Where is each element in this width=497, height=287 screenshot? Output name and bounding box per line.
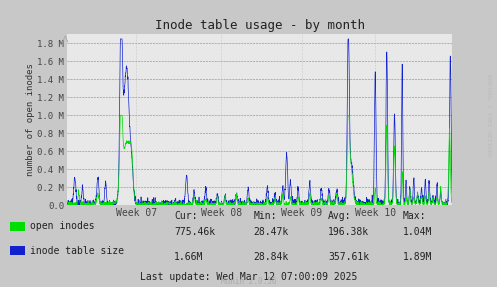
Text: 196.38k: 196.38k (328, 227, 369, 237)
Text: 1.66M: 1.66M (174, 252, 203, 262)
Text: Last update: Wed Mar 12 07:00:09 2025: Last update: Wed Mar 12 07:00:09 2025 (140, 272, 357, 282)
Text: inode table size: inode table size (30, 246, 124, 256)
Text: Min:: Min: (253, 211, 277, 221)
Text: open inodes: open inodes (30, 221, 94, 231)
Text: Avg:: Avg: (328, 211, 351, 221)
Y-axis label: number of open inodes: number of open inodes (26, 63, 35, 176)
Text: 28.84k: 28.84k (253, 252, 289, 262)
Bar (10, 246, 25, 255)
Text: Max:: Max: (403, 211, 426, 221)
Text: Cur:: Cur: (174, 211, 197, 221)
Text: 28.47k: 28.47k (253, 227, 289, 237)
Text: Munin 2.0.56: Munin 2.0.56 (221, 277, 276, 286)
Bar (10, 222, 25, 231)
Text: 357.61k: 357.61k (328, 252, 369, 262)
Text: RRDTOOL / TOBI OETIKER: RRDTOOL / TOBI OETIKER (486, 73, 491, 156)
Text: 775.46k: 775.46k (174, 227, 215, 237)
Title: Inode table usage - by month: Inode table usage - by month (155, 19, 365, 32)
Text: 1.89M: 1.89M (403, 252, 432, 262)
Text: 1.04M: 1.04M (403, 227, 432, 237)
